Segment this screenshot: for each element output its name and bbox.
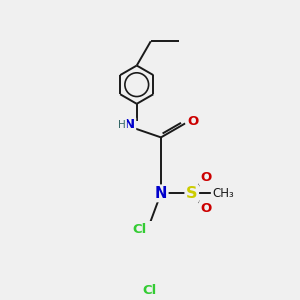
Text: O: O — [200, 202, 212, 215]
Text: N: N — [124, 118, 135, 131]
Text: O: O — [200, 171, 212, 184]
Text: CH₃: CH₃ — [212, 187, 234, 200]
Text: N: N — [155, 186, 167, 201]
Text: O: O — [187, 116, 198, 128]
Text: S: S — [186, 186, 197, 201]
Text: H: H — [118, 120, 126, 130]
Text: Cl: Cl — [143, 284, 157, 297]
Text: Cl: Cl — [132, 223, 146, 236]
